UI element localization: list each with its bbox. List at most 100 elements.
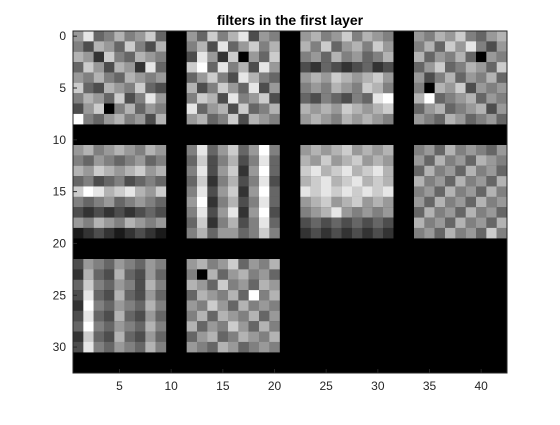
heatmap-cell [104,331,115,343]
heatmap-cell [135,113,146,125]
heatmap-cell [465,196,477,208]
heatmap-cell [114,196,125,208]
heatmap-cell [155,103,167,115]
heatmap-cell [73,300,84,311]
heatmap-cell [207,290,218,301]
heatmap-cell [352,93,363,104]
heatmap-cell [114,217,125,229]
filter-5 [73,145,167,239]
heatmap-cell [93,93,105,104]
heatmap-cell [269,165,280,177]
heatmap-cell [83,82,94,94]
heatmap-cell [135,300,146,311]
heatmap-cell [372,155,384,166]
heatmap-cell [197,103,208,115]
heatmap-cell [114,176,125,187]
heatmap-cell [248,113,260,125]
heatmap-cell [362,145,373,156]
heatmap-cell [217,72,229,83]
heatmap-cell [465,155,477,166]
heatmap-cell [496,186,508,197]
heatmap-cell [155,227,167,239]
heatmap-cell [124,341,136,353]
heatmap-cell [124,321,136,332]
heatmap-cell [217,341,229,353]
heatmap-cell [228,269,239,280]
heatmap-cell [114,321,125,332]
heatmap-cell [238,155,249,166]
heatmap-cell [135,196,146,208]
heatmap-cell [269,72,280,83]
heatmap-cell [135,341,146,353]
heatmap-cell [372,113,384,125]
heatmap-cell [248,341,260,353]
heatmap-cell [321,31,332,42]
heatmap-cell [228,176,239,187]
x-tick-label: 40 [474,379,488,393]
heatmap-cell [310,31,322,42]
heatmap-cell [93,186,105,197]
heatmap-cell [83,217,94,229]
heatmap-cell [372,176,384,187]
heatmap-cell [145,331,156,343]
heatmap-cell [331,82,342,94]
heatmap-cell [186,155,198,166]
heatmap-cell [217,290,229,301]
heatmap-cell [362,196,373,208]
heatmap-cell [321,113,332,125]
heatmap-cell [269,217,280,229]
heatmap-cell [83,310,94,322]
heatmap-cell [145,31,156,42]
heatmap-cell [259,51,270,63]
heatmap-cell [424,186,435,197]
heatmap-cell [424,165,435,177]
heatmap-cell [155,217,167,229]
heatmap-cell [155,165,167,177]
heatmap-cell [476,196,487,208]
heatmap-cell [352,155,363,166]
heatmap-cell [197,51,208,63]
heatmap-cell [207,82,218,94]
heatmap-cell [269,51,280,63]
heatmap-cell [73,227,84,239]
x-tick-label: 35 [423,379,437,393]
filter-1 [73,31,167,125]
heatmap-cell [114,207,125,218]
heatmap-cell [186,269,198,280]
heatmap-cell [486,62,497,73]
heatmap-cell [186,176,198,187]
filter-7 [300,145,394,239]
heatmap-cell [186,186,198,197]
heatmap-cell [321,186,332,197]
heatmap-cell [424,93,435,104]
heatmap-cell [73,155,84,166]
heatmap-cell [135,176,146,187]
heatmap-cell [300,145,311,156]
x-tick-label: 25 [319,379,333,393]
heatmap-cell [145,207,156,218]
heatmap-cell [93,310,105,322]
heatmap-cell [331,207,342,218]
heatmap-cell [73,103,84,115]
heatmap-cell [238,207,249,218]
heatmap-cell [145,310,156,322]
heatmap-cell [434,51,446,63]
heatmap-cell [310,113,322,125]
heatmap-cell [104,186,115,197]
heatmap-cell [445,176,456,187]
heatmap-cell [228,62,239,73]
heatmap-cell [228,145,239,156]
heatmap-cell [197,82,208,94]
heatmap-cell [186,331,198,343]
heatmap-cell [496,103,508,115]
heatmap-cell [135,93,146,104]
heatmap-cell [238,51,249,63]
heatmap-cell [362,82,373,94]
heatmap-cell [269,103,280,115]
heatmap-cell [83,41,94,52]
x-tick-label: 10 [164,379,178,393]
heatmap-cell [135,227,146,239]
heatmap-cell [238,331,249,343]
heatmap-cell [269,145,280,156]
heatmap-cell [372,217,384,229]
